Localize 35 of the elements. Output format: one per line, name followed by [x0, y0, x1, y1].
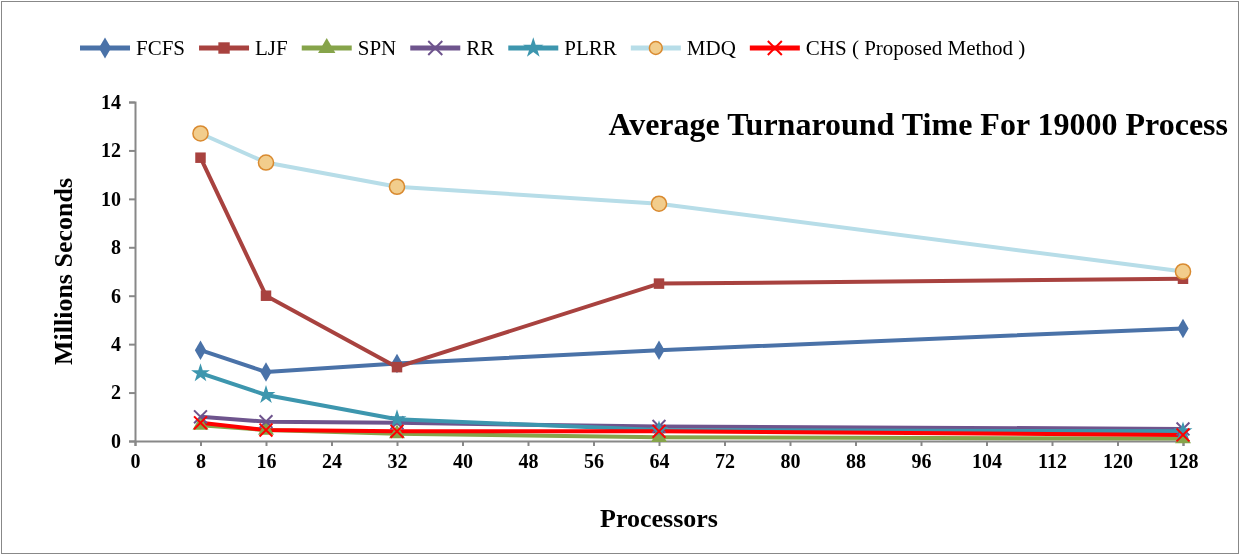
x-tick-label: 120	[1103, 450, 1133, 473]
y-tick-label: 4	[111, 333, 121, 356]
x-tick-label: 40	[453, 450, 473, 473]
x-tick-label: 64	[649, 450, 670, 473]
x-tick-label: 104	[972, 450, 1002, 473]
x-tick-label: 8	[196, 450, 206, 473]
y-tick-label: 14	[101, 90, 121, 113]
x-axis-title: Processors	[600, 504, 718, 533]
x-tick-label: 80	[780, 450, 801, 473]
y-tick-label: 10	[101, 187, 121, 210]
x-tick-label: 0	[130, 450, 141, 473]
x-tick-label: 32	[387, 450, 408, 473]
y-axis-title: Millions Seconds	[49, 177, 78, 366]
x-tick-label: 48	[518, 450, 539, 473]
legend-label: SPN	[357, 36, 397, 60]
y-tick-label: 8	[111, 236, 121, 259]
x-tick-label: 96	[911, 450, 932, 473]
x-tick-label: 24	[322, 450, 342, 473]
legend-label: PLRR	[564, 36, 617, 60]
y-tick-label: 6	[111, 284, 121, 307]
y-tick-label: 2	[111, 381, 121, 404]
x-tick-label: 72	[715, 450, 735, 473]
x-tick-label: 88	[846, 450, 866, 473]
legend-label: LJF	[255, 36, 288, 60]
x-tick-label: 128	[1168, 450, 1199, 473]
y-tick-label: 12	[101, 139, 121, 162]
legend-label: FCFS	[136, 36, 186, 60]
legend-label: CHS ( Proposed Method )	[805, 36, 1026, 60]
x-tick-label: 16	[256, 450, 277, 473]
y-tick-label: 0	[111, 429, 121, 452]
legend-label: RR	[466, 36, 495, 60]
x-tick-label: 56	[584, 450, 604, 473]
legend-label: MDQ	[686, 36, 736, 60]
chart-title: Average Turnaround Time For 19000 Process	[608, 106, 1228, 142]
x-tick-label: 112	[1038, 450, 1067, 473]
